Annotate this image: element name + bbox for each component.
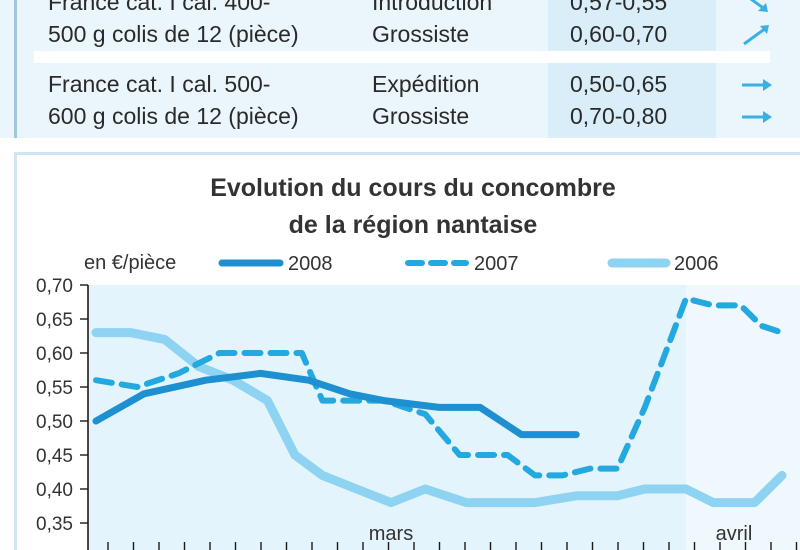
price-range: 0,60-0,70 bbox=[570, 21, 668, 47]
y-tick-label: 0,40 bbox=[36, 480, 73, 501]
chart-title-line-1: Evolution du cours du concombre bbox=[210, 174, 616, 202]
series-layer bbox=[91, 295, 787, 508]
table-price-column-band bbox=[548, 0, 716, 138]
legend-label-2006: 2006 bbox=[674, 253, 719, 275]
y-tick-label: 0,60 bbox=[36, 344, 73, 365]
plot-area bbox=[88, 285, 800, 550]
up-right-arrow-icon bbox=[743, 25, 769, 46]
product-line: 500 g colis de 12 (pièce) bbox=[48, 21, 299, 47]
stage-cell: Introduction Grossiste bbox=[372, 0, 492, 50]
series-line-2007 bbox=[93, 295, 785, 479]
stage-label: Expédition bbox=[372, 71, 480, 97]
y-tick-label: 0,70 bbox=[36, 276, 73, 297]
product-line: France cat. I cal. 500- bbox=[48, 71, 271, 97]
chart-title-line-2: de la région nantaise bbox=[289, 211, 538, 239]
chart-legend: 2008 2007 2006 bbox=[218, 253, 719, 275]
product-line: France cat. I cal. 400- bbox=[48, 0, 271, 15]
right-arrow-icon bbox=[742, 111, 772, 123]
plot-background bbox=[88, 285, 800, 550]
series-line-2008 bbox=[92, 369, 580, 439]
price-range: 0,50-0,65 bbox=[570, 71, 668, 97]
x-month-label: mars bbox=[369, 523, 413, 545]
legend-label-2008: 2008 bbox=[288, 253, 333, 275]
y-tick-label: 0,55 bbox=[36, 378, 73, 399]
row-separator bbox=[34, 51, 770, 63]
y-tick-label: 0,35 bbox=[36, 514, 73, 535]
axis-layer: 0,70 0,65 0,60 0,55 0,50 0,45 0,40 0,35 0,30 mars… bbox=[36, 276, 798, 550]
product-cell: France cat. I cal. 500- 600 g colis de 1… bbox=[48, 68, 348, 132]
table-left-border bbox=[14, 0, 17, 138]
chart-frame-left bbox=[14, 152, 17, 550]
down-right-arrow-icon bbox=[749, 0, 768, 12]
trend-cell bbox=[736, 68, 776, 132]
y-tick-label: 0,30 bbox=[36, 548, 73, 550]
table-row: France cat. I cal. 400- 500 g colis de 1… bbox=[0, 0, 800, 48]
price-range: 0,70-0,80 bbox=[570, 103, 668, 129]
price-range: 0,57-0,55 bbox=[570, 0, 668, 15]
table-row: France cat. I cal. 500- 600 g colis de 1… bbox=[0, 68, 800, 130]
price-cell: 0,50-0,65 0,70-0,80 bbox=[570, 68, 667, 132]
trend-cell bbox=[736, 0, 776, 50]
series-line-2006 bbox=[91, 328, 787, 508]
stage-label: Introduction bbox=[372, 0, 493, 15]
y-tick-label: 0,45 bbox=[36, 446, 73, 467]
price-cell: 0,57-0,55 0,60-0,70 bbox=[570, 0, 667, 50]
legend-label-2007: 2007 bbox=[474, 253, 519, 275]
plot-background-april bbox=[685, 285, 800, 550]
chart-frame-top bbox=[14, 152, 800, 155]
right-arrow-icon bbox=[742, 79, 772, 91]
y-axis-unit-label: en €/pièce bbox=[84, 252, 176, 274]
product-line: 600 g colis de 12 (pièce) bbox=[48, 103, 299, 129]
price-table: France cat. I cal. 400- 500 g colis de 1… bbox=[0, 0, 800, 138]
stage-cell: Expédition Grossiste bbox=[372, 68, 479, 132]
x-month-label: avril bbox=[716, 523, 753, 545]
stage-label: Grossiste bbox=[372, 103, 470, 129]
product-cell: France cat. I cal. 400- 500 g colis de 1… bbox=[48, 0, 348, 50]
y-tick-label: 0,50 bbox=[36, 412, 73, 433]
y-tick-label: 0,65 bbox=[36, 310, 73, 331]
stage-label: Grossiste bbox=[372, 21, 470, 47]
